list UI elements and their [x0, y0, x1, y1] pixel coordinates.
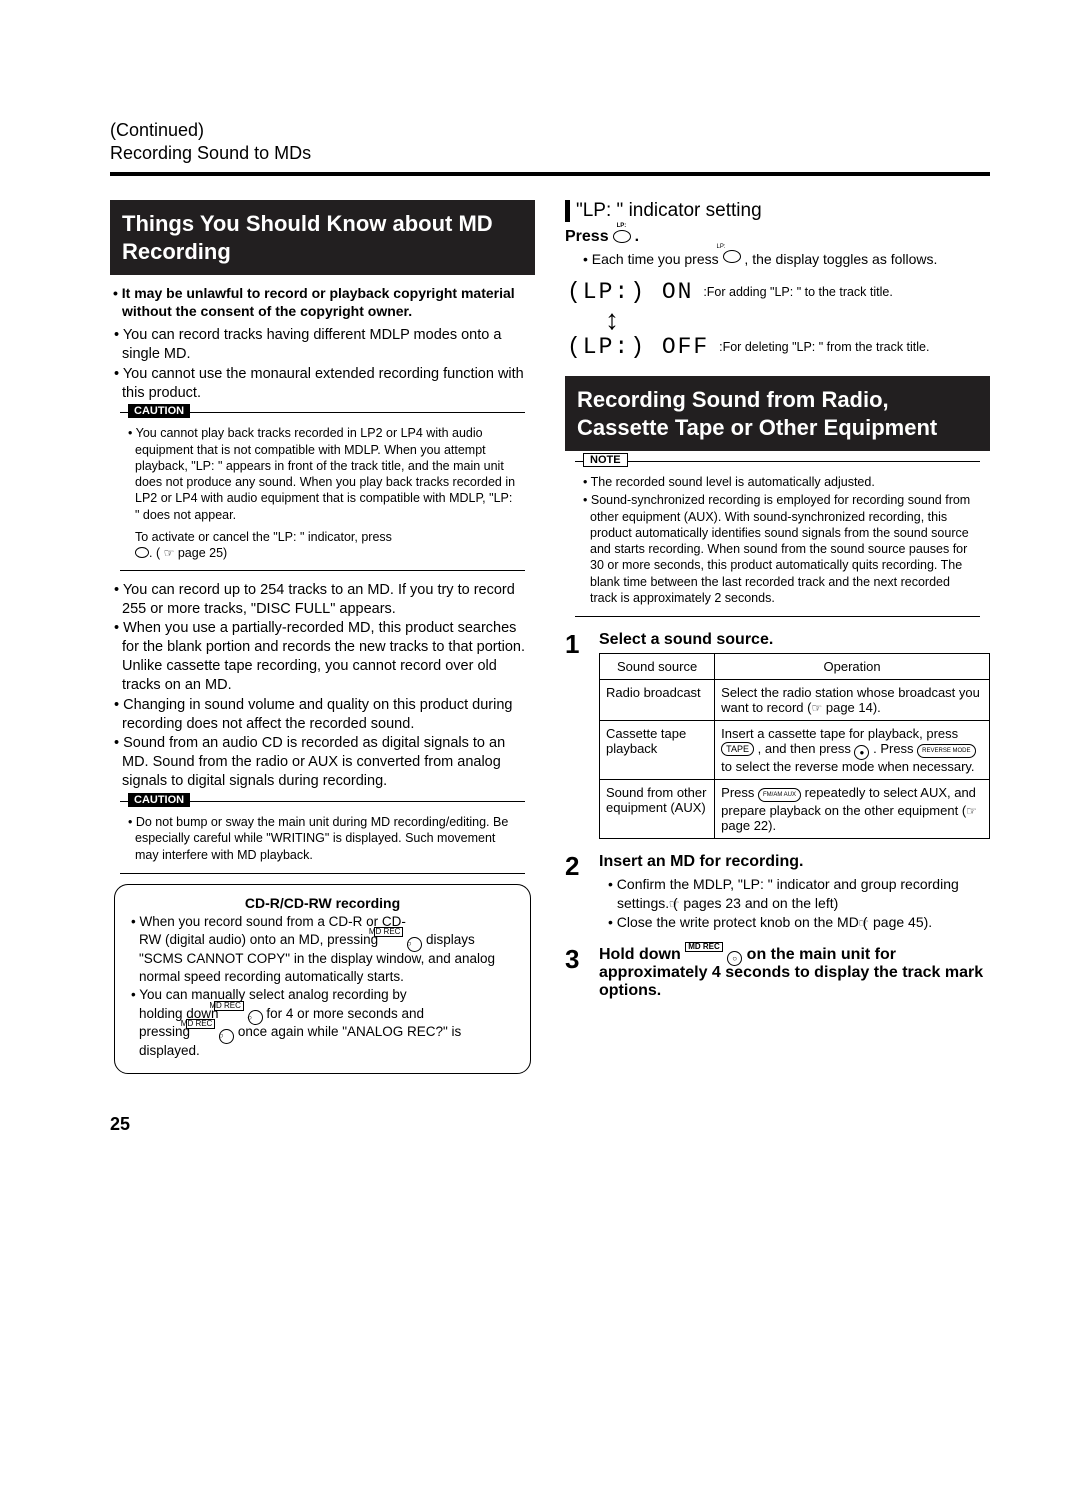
lp-off-desc: :For deleting "LP: " from the track titl… [719, 340, 929, 354]
lp-toggle-diagram: (LP:) ON :For adding "LP: " to the track… [567, 279, 990, 360]
step1-title: Select a sound source. [599, 631, 990, 649]
reverse-mode-button-icon: REVERSE MODE [917, 744, 975, 758]
copyright-warning: • It may be unlawful to record or playba… [122, 285, 535, 320]
step-1: 1 Select a sound source. Sound source Op… [565, 631, 990, 839]
caution-box-2: CAUTION Do not bump or sway the main uni… [120, 801, 525, 874]
bullet-254-tracks: You can record up to 254 tracks to an MD… [122, 581, 535, 619]
caution-box-1: CAUTION You cannot play back tracks reco… [120, 412, 525, 570]
lp-button-icon [613, 230, 631, 243]
note-label: NOTE [583, 453, 628, 467]
note-item-1: The recorded sound level is automaticall… [590, 474, 974, 490]
note-item-2: Sound-synchronized recording is employed… [590, 492, 974, 606]
mid-bullets: You can record up to 254 tracks to an MD… [110, 581, 535, 791]
heading-recording-from-radio: Recording Sound from Radio, Cassette Tap… [565, 376, 990, 451]
step-number-3: 3 [565, 946, 589, 1004]
th-sound-source: Sound source [600, 654, 715, 680]
mdrec-label-3: MD REC [186, 1019, 216, 1029]
th-operation: Operation [715, 654, 990, 680]
cell-tape-src: Cassette tape playback [600, 721, 715, 780]
play-button-icon: ● [854, 745, 869, 760]
each-time-text: Each time you press , the display toggle… [593, 250, 990, 269]
heading-things-you-should-know: Things You Should Know about MD Recordin… [110, 200, 535, 275]
cdr-line2: You can manually select analog recording… [139, 986, 516, 1060]
bullet-partial-md: When you use a partially-recorded MD, th… [122, 619, 535, 694]
lp-off-display: (LP:) OFF [567, 334, 709, 360]
mdrec-button-icon: ○ [407, 937, 422, 952]
caution2-text: Do not bump or sway the main unit during… [135, 814, 519, 863]
table-row-tape: Cassette tape playback Insert a cassette… [600, 721, 990, 780]
page-number: 25 [110, 1114, 535, 1135]
right-column: "LP: " indicator setting Press . Each ti… [565, 200, 990, 1135]
mdrec-label: MD REC [374, 927, 404, 937]
top-bullets: You can record tracks having different M… [110, 326, 535, 402]
caution1-text: You cannot play back tracks recorded in … [135, 425, 519, 523]
title-rule [110, 172, 990, 176]
cell-radio-src: Radio broadcast [600, 680, 715, 721]
fmam-aux-button-icon: FM/AM AUX [758, 788, 801, 802]
mdrec-label-2: MD REC [214, 1001, 244, 1011]
lp-on-display: (LP:) ON [567, 279, 693, 305]
mdrec-button-icon-2: ○ [248, 1010, 263, 1025]
bullet-volume-quality: Changing in sound volume and quality on … [122, 696, 535, 734]
lp-button-icon [135, 547, 149, 558]
caution1-tail-a: To activate or cancel the "LP: " indicat… [135, 530, 392, 544]
mdrec-button-icon-step3: ○ [727, 951, 742, 966]
mdrec-label-step3: MD REC [685, 942, 723, 952]
section-title: Recording Sound to MDs [110, 143, 990, 164]
cell-radio-op: Select the radio station whose broadcast… [715, 680, 990, 721]
step-3: 3 Hold down MD REC ○ on the main unit fo… [565, 946, 990, 1004]
step3-title: Hold down MD REC ○ on the main unit for … [599, 946, 990, 1000]
press-line: Press . [565, 228, 990, 246]
step-number-2: 2 [565, 853, 589, 932]
caution-label-2: CAUTION [128, 793, 190, 807]
cdr-line1: When you record sound from a CD-R or CD-… [139, 913, 516, 987]
cell-aux-op: Press FM/AM AUX repeatedly to select AUX… [715, 780, 990, 839]
table-row-radio: Radio broadcast Select the radio station… [600, 680, 990, 721]
note-box: NOTE The recorded sound level is automat… [575, 461, 980, 617]
step-number-1: 1 [565, 631, 589, 839]
sound-source-table: Sound source Operation Radio broadcast S… [599, 653, 990, 839]
step-2: 2 Insert an MD for recording. Confirm th… [565, 853, 990, 932]
cdr-title: CD-R/CD-RW recording [129, 895, 516, 911]
updown-arrow-icon: ↕ [605, 307, 990, 332]
cdr-cdrw-box: CD-R/CD-RW recording When you record sou… [114, 884, 531, 1074]
left-column: Things You Should Know about MD Recordin… [110, 200, 535, 1135]
tape-button-icon: TAPE [721, 742, 754, 756]
continued-label: (Continued) [110, 120, 990, 141]
caution-label: CAUTION [128, 404, 190, 418]
content-columns: Things You Should Know about MD Recordin… [110, 200, 990, 1135]
page-ref-25: ☞ [164, 546, 175, 562]
lp-on-desc: :For adding "LP: " to the track title. [703, 285, 893, 299]
step2-item-b: Close the write protect knob on the MD (… [617, 913, 990, 932]
table-row-aux: Sound from other equipment (AUX) Press F… [600, 780, 990, 839]
cell-tape-op: Insert a cassette tape for playback, pre… [715, 721, 990, 780]
lp-indicator-heading: "LP: " indicator setting [565, 200, 990, 222]
cell-aux-src: Sound from other equipment (AUX) [600, 780, 715, 839]
step2-title: Insert an MD for recording. [599, 853, 990, 871]
page-header: (Continued) Recording Sound to MDs [110, 120, 990, 164]
step2-item-a: Confirm the MDLP, "LP: " indicator and g… [617, 875, 990, 913]
bullet-monaural: You cannot use the monaural extended rec… [122, 365, 535, 403]
lp-button-icon-2 [723, 250, 741, 263]
mdrec-button-icon-3: ○ [219, 1029, 234, 1044]
heading-bar-icon [565, 200, 570, 222]
bullet-digital-analog: Sound from an audio CD is recorded as di… [122, 734, 535, 791]
bullet-mdlp-modes: You can record tracks having different M… [122, 326, 535, 364]
